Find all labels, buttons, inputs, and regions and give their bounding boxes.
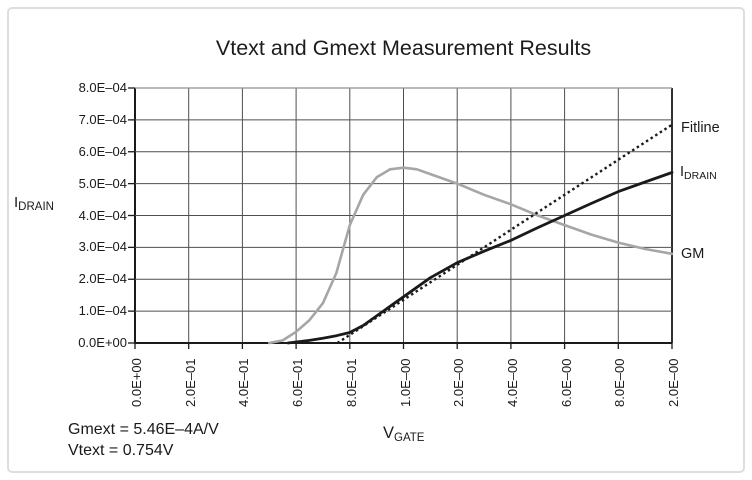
y-tick-label: 3.0E–04 — [78, 239, 127, 255]
x-axis-title-base: V — [383, 424, 395, 442]
x-tick-label: 8.0E–01 — [343, 358, 359, 407]
x-axis-title-subscript: GATE — [394, 432, 425, 444]
fitline-curve — [336, 123, 673, 345]
x-tick-label: 0.0E+00 — [129, 358, 144, 407]
x-axis-title: VGATE — [383, 424, 424, 444]
x-tick-label: 4.0E–00 — [504, 358, 520, 407]
idrain-curve-label-base: I — [680, 164, 685, 180]
y-tick-label: 5.0E–04 — [78, 175, 127, 191]
y-tick-label: 4.0E–04 — [78, 207, 127, 223]
y-tick-label: 6.0E–04 — [78, 143, 127, 159]
idrain-curve-label: IDRAIN — [680, 164, 717, 182]
gm-curve — [268, 166, 674, 345]
y-tick-label: 0.0E+00 — [78, 335, 127, 350]
x-tick-label: 2.0E–01 — [182, 358, 198, 407]
extraction-results-annotation: Gmext = 5.46E–4A/V Vtext = 0.754V — [68, 419, 219, 461]
x-tick-label: 2.0E–00 — [666, 358, 681, 407]
x-tick-label: 2.0E–00 — [451, 358, 467, 407]
y-axis-title-base: I — [14, 194, 19, 211]
x-tick-label: 6.0E–01 — [290, 358, 306, 407]
fitline-curve-label: Fitline — [681, 120, 720, 136]
y-axis-title: IDRAIN — [14, 194, 54, 213]
idrain-curve-label-subscript: DRAIN — [684, 170, 717, 182]
y-tick-label: 1.0E–04 — [78, 303, 127, 319]
gmext-annotation: Gmext = 5.46E–4A/V — [68, 421, 219, 438]
chart-title: Vtext and Gmext Measurement Results — [215, 36, 592, 60]
y-tick-label: 8.0E–04 — [78, 80, 127, 95]
x-tick-label: 8.0E–00 — [612, 358, 628, 407]
chart-plot-area — [128, 87, 674, 349]
x-tick-label: 6.0E–00 — [558, 358, 574, 407]
vtext-annotation: Vtext = 0.754V — [68, 442, 174, 459]
x-tick-label: 4.0E–01 — [236, 358, 252, 407]
gm-curve-label: GM — [681, 246, 705, 262]
idrain-curve — [286, 171, 674, 345]
y-tick-label: 2.0E–04 — [78, 271, 127, 287]
x-tick-label: 1.0E–00 — [397, 358, 413, 407]
y-tick-label: 7.0E–04 — [78, 111, 127, 127]
y-axis-title-subscript: DRAIN — [18, 201, 54, 213]
